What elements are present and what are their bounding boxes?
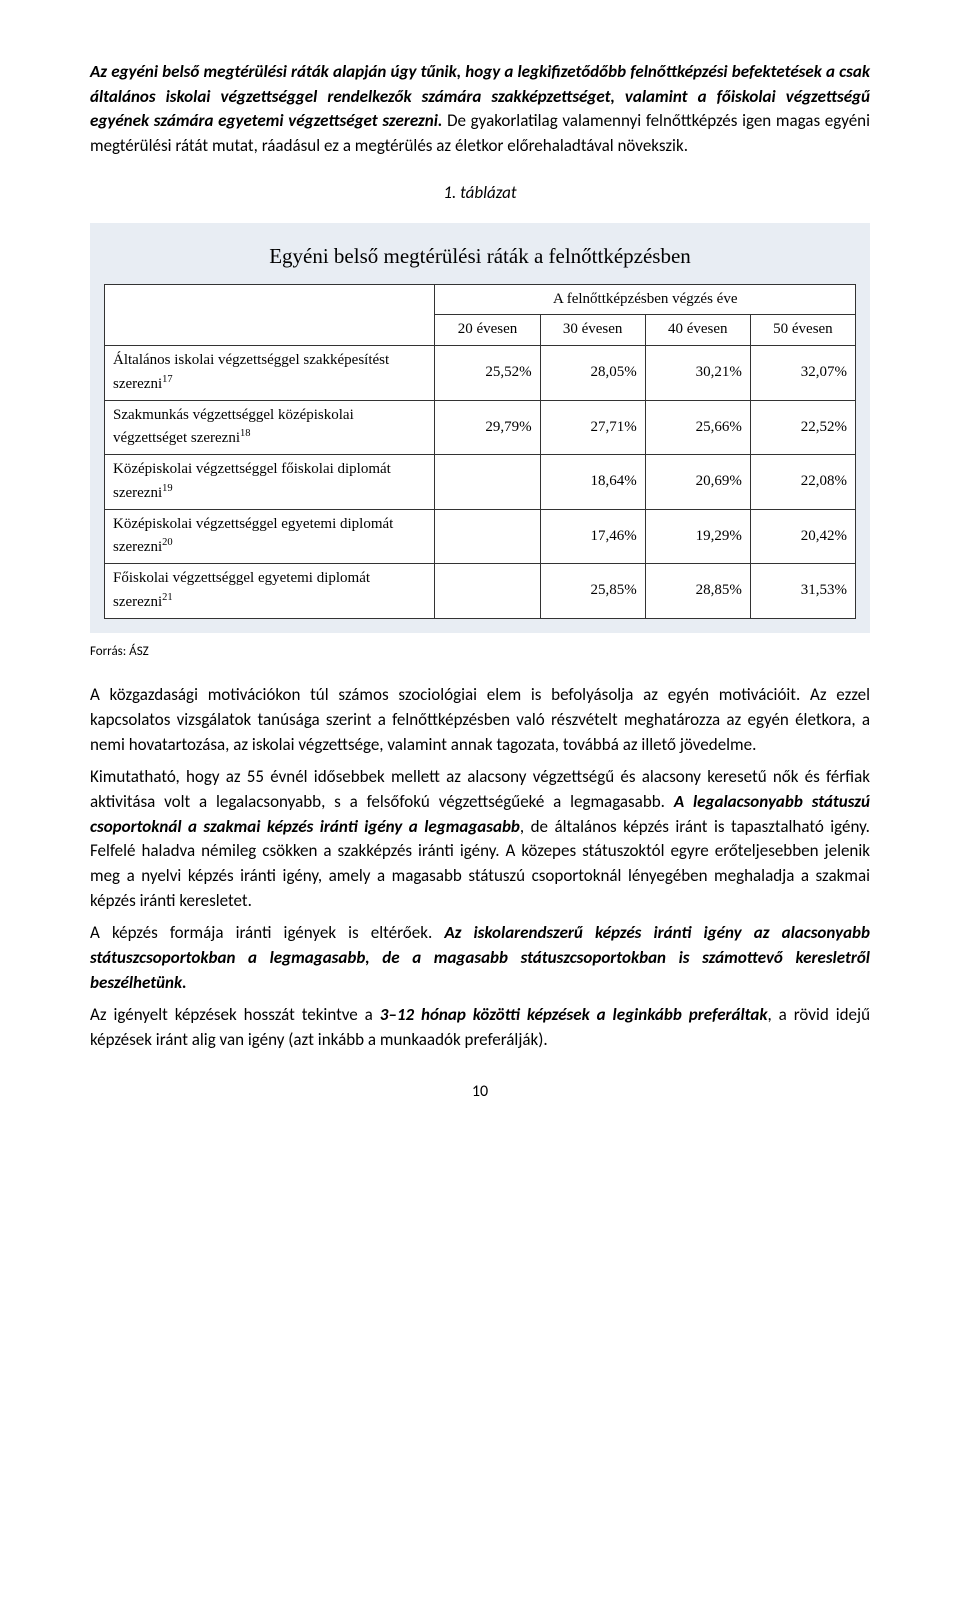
table-cell: 25,66%	[645, 400, 750, 455]
table-super-header: A felnőttképzésben végzés éve	[435, 284, 856, 315]
table-row-label: Főiskolai végzettséggel egyetemi diplomá…	[105, 564, 435, 619]
table-blank-corner	[105, 284, 435, 346]
table-column-header: 50 évesen	[750, 315, 855, 346]
table-source: Forrás: ÁSZ	[90, 643, 870, 662]
table-row: Középiskolai végzettséggel főiskolai dip…	[105, 455, 856, 510]
body-paragraph-2: A közgazdasági motivációkon túl számos s…	[90, 683, 870, 757]
table-cell: 18,64%	[540, 455, 645, 510]
table-cell: 20,42%	[750, 509, 855, 564]
table-cell: 25,52%	[435, 346, 540, 401]
table-column-header: 20 évesen	[435, 315, 540, 346]
table-row-label: Középiskolai végzettséggel főiskolai dip…	[105, 455, 435, 510]
page-number: 10	[90, 1080, 870, 1103]
table-cell	[435, 455, 540, 510]
table-row: Középiskolai végzettséggel egyetemi dipl…	[105, 509, 856, 564]
table-row-label: Szakmunkás végzettséggel középiskolai vé…	[105, 400, 435, 455]
table-cell: 27,71%	[540, 400, 645, 455]
table-column-header: 40 évesen	[645, 315, 750, 346]
table-cell: 22,52%	[750, 400, 855, 455]
table-cell: 28,05%	[540, 346, 645, 401]
table-cell	[435, 564, 540, 619]
body-paragraph-4: A képzés formája iránti igények is eltér…	[90, 921, 870, 995]
table-cell: 31,53%	[750, 564, 855, 619]
table-panel: Egyéni belső megtérülési ráták a felnőtt…	[90, 223, 870, 632]
return-rates-table: A felnőttképzésben végzés éve 20 évesen3…	[104, 284, 856, 619]
table-title: Egyéni belső megtérülési ráták a felnőtt…	[104, 241, 856, 271]
footnote-ref: 20	[162, 537, 173, 548]
text-run: A képzés formája iránti igények is eltér…	[90, 922, 444, 943]
footnote-ref: 17	[162, 374, 173, 385]
table-cell: 28,85%	[645, 564, 750, 619]
footnote-ref: 21	[162, 592, 173, 603]
table-row: Főiskolai végzettséggel egyetemi diplomá…	[105, 564, 856, 619]
table-cell: 32,07%	[750, 346, 855, 401]
body-paragraph-5: Az igényelt képzések hosszát tekintve a …	[90, 1003, 870, 1052]
footnote-ref: 19	[162, 483, 173, 494]
table-cell: 25,85%	[540, 564, 645, 619]
table-row-label: Általános iskolai végzettséggel szakképe…	[105, 346, 435, 401]
table-row: Általános iskolai végzettséggel szakképe…	[105, 346, 856, 401]
table-cell: 29,79%	[435, 400, 540, 455]
table-row-label: Középiskolai végzettséggel egyetemi dipl…	[105, 509, 435, 564]
table-cell: 20,69%	[645, 455, 750, 510]
text-run: 3–12 hónap közötti képzések a leginkább …	[380, 1004, 768, 1025]
body-paragraph-3: Kimutatható, hogy az 55 évnél idősebbek …	[90, 765, 870, 913]
table-cell	[435, 509, 540, 564]
table-cell: 30,21%	[645, 346, 750, 401]
intro-paragraph: Az egyéni belső megtérülési ráták alapjá…	[90, 60, 870, 159]
table-row: Szakmunkás végzettséggel középiskolai vé…	[105, 400, 856, 455]
text-run: Az igényelt képzések hosszát tekintve a	[90, 1004, 380, 1025]
footnote-ref: 18	[240, 428, 251, 439]
table-caption: 1. táblázat	[90, 181, 870, 206]
table-cell: 19,29%	[645, 509, 750, 564]
table-cell: 17,46%	[540, 509, 645, 564]
table-column-header: 30 évesen	[540, 315, 645, 346]
table-cell: 22,08%	[750, 455, 855, 510]
